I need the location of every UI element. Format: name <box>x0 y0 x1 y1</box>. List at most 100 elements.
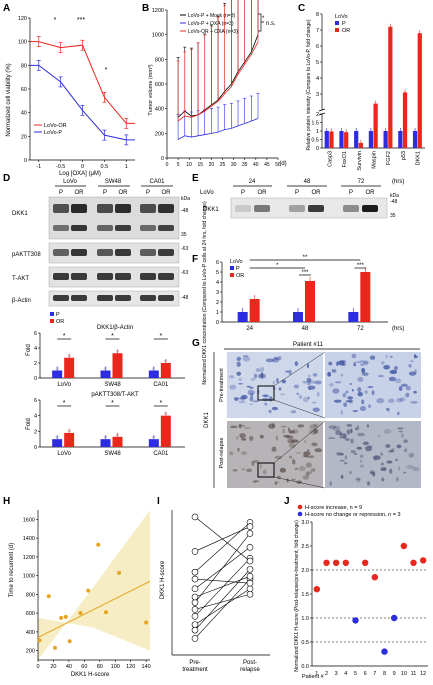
ihc-cell-3 <box>377 434 381 438</box>
panel-a-xtick-label: -1 <box>36 164 41 170</box>
pD2-bar-or <box>160 415 171 447</box>
blot-band-takt <box>97 273 113 280</box>
ihc-cell-0 <box>228 375 235 379</box>
ihc-cell-3 <box>346 424 353 427</box>
panel-f-sig: * <box>276 263 279 269</box>
blot-band-dkk1-lower <box>115 225 131 231</box>
panel-i-pair-line <box>194 578 251 639</box>
panel-c-legend-title: LoVo <box>335 14 348 20</box>
ihc-cell-2 <box>275 435 279 441</box>
blot-band-pakt <box>71 249 87 256</box>
ihc-cell-0 <box>236 356 242 361</box>
panel-f-legend-or: OR <box>236 273 244 279</box>
panel-j-legend: H-score increase, n = 9 H-score no chang… <box>297 504 401 518</box>
ihc-cell-1 <box>359 406 367 412</box>
pD1-dot <box>104 367 107 370</box>
panel-a-ytick-label: 20 <box>21 134 27 140</box>
ihc-cell-3 <box>373 457 377 461</box>
ihc-cell-0 <box>238 400 246 404</box>
panel-c-axis-break <box>318 108 326 112</box>
blot-kda-63b: -63 <box>181 270 188 276</box>
panel-i-point-pre <box>191 599 199 606</box>
blot-band-actin <box>53 295 69 301</box>
panel-j-point <box>332 559 340 566</box>
ihc-cell-2 <box>288 443 296 448</box>
ihc-cell-0 <box>314 380 322 385</box>
panel-j-ytick-label: 1.5 <box>301 592 309 598</box>
ihc-cell-1 <box>408 363 412 368</box>
ihc-cell-2 <box>311 442 318 447</box>
ihc-cell-2 <box>243 427 251 430</box>
ihc-cell-0 <box>276 377 279 384</box>
ihc-cell-3 <box>403 439 408 444</box>
ihc-cell-2 <box>288 455 293 459</box>
pD1-bar-p <box>148 370 159 378</box>
panel-c-ytick-label: 6 <box>316 44 319 50</box>
panel-f-ytick-label: 1 <box>216 310 219 316</box>
panel-i-pair-line <box>194 547 251 589</box>
panel-b-ytick-label: 800 <box>155 57 164 63</box>
ihc-cell-0 <box>290 410 297 414</box>
blot-band-actin <box>115 295 131 301</box>
panel-e-kda: kDa <box>390 193 399 199</box>
ihc-cell-0 <box>308 380 316 384</box>
panel-i-ylabel: DKK1 H-score <box>160 560 166 599</box>
panel-b-ytick-label: 200 <box>155 131 164 137</box>
panel-h-point <box>117 570 122 575</box>
ihc-cell-2 <box>235 436 239 440</box>
pD2-bar-or <box>112 436 123 447</box>
panel-d-lane-1: P <box>59 190 63 196</box>
panel-a-xtick-label: 0.5 <box>101 164 109 170</box>
panel-h-regression-line <box>37 580 151 638</box>
ihc-cell-1 <box>332 388 340 394</box>
ihc-cell-3 <box>400 433 404 439</box>
ihc-cell-1 <box>351 353 357 359</box>
ihc-cell-1 <box>328 361 333 366</box>
blot-band-dkk1-lower <box>158 225 174 231</box>
ihc-cell-2 <box>286 478 289 483</box>
ihc-cell-1 <box>387 407 391 413</box>
ihc-cell-3 <box>389 449 394 452</box>
panel-e-lane-5: P <box>349 190 353 196</box>
ihc-cell-2 <box>275 481 279 484</box>
ihc-cell-3 <box>349 471 352 475</box>
ihc-cell-0 <box>240 395 246 401</box>
ihc-cell-0 <box>307 374 311 378</box>
panel-h-ytick-label: 1200 <box>23 555 35 561</box>
ihc-cell-0 <box>255 368 261 373</box>
panel-j-ytick-label: 0.5 <box>301 640 309 646</box>
panel-b-sig-ns: n.s. <box>266 21 276 27</box>
blot-band-takt <box>53 273 69 280</box>
panel-b-xtick-label: 45 <box>264 162 270 168</box>
panel-j-point <box>361 559 369 566</box>
ihc-cell-2 <box>305 471 310 476</box>
ihc-cell-1 <box>333 399 342 403</box>
ihc-cell-0 <box>238 382 243 385</box>
panel-e-band-dkk1 <box>308 205 324 212</box>
blot-band-dkk1-lower <box>71 225 87 231</box>
panel-d-bar2-ylabel: Fold <box>26 418 32 430</box>
ihc-cell-3 <box>357 432 366 437</box>
blot-band-pakt <box>115 249 131 256</box>
blot-band-dkk1-upper <box>53 204 69 213</box>
panel-b-legend: LoVo-P + Mock (n=3) LoVo-P + OXA (n=3) L… <box>180 13 276 35</box>
blot-kda-35: 35 <box>181 232 187 238</box>
ihc-cell-1 <box>381 361 385 365</box>
panel-b-xtick-label: 50 <box>275 162 281 168</box>
panel-i-point-pre <box>191 606 199 613</box>
ihc-cell-3 <box>365 445 373 452</box>
panel-i-point-post <box>246 523 254 530</box>
ihc-cell-3 <box>403 471 406 474</box>
pD1-ytick-label: 4 <box>34 346 37 352</box>
panel-h-xtick-label: 60 <box>81 664 87 670</box>
ihc-cell-1 <box>331 369 337 373</box>
panel-c-legend-p: P <box>342 21 346 27</box>
pD2-sig: * <box>111 400 114 407</box>
panel-c-ytick-label: 2 <box>316 112 319 118</box>
panel-h-ytick-label: 800 <box>26 592 35 598</box>
ihc-cell-1 <box>351 389 354 392</box>
ihc-cell-0 <box>233 397 239 401</box>
ihc-cell-3 <box>408 452 415 458</box>
ihc-cell-3 <box>332 425 340 432</box>
blot-band-pakt <box>97 249 113 256</box>
